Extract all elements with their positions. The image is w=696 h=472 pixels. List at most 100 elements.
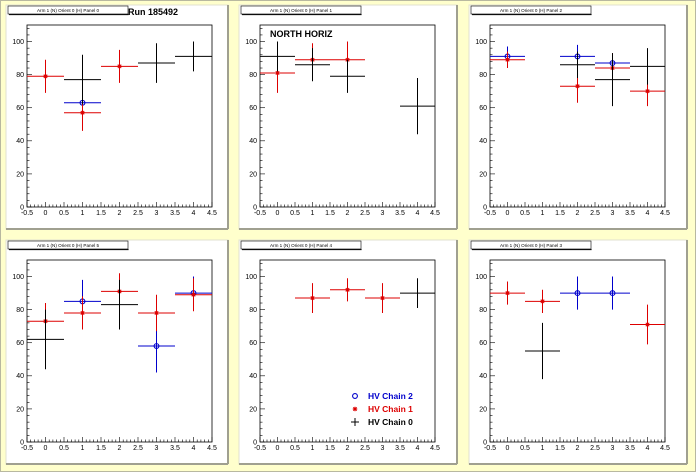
x-tick-label: 2: [576, 445, 580, 452]
title-box-frame: [240, 5, 362, 15]
title-box-frame: [470, 240, 592, 250]
title-box-frame: [470, 5, 592, 15]
y-tick-label: 20: [479, 171, 487, 178]
y-tick-label: 0: [20, 204, 24, 211]
y-tick-label: 60: [249, 340, 257, 347]
panel-title-box: Arm 1 (N) Orient 0 (H) Panel 3: [470, 240, 592, 251]
data-point: [560, 51, 595, 78]
series-hv-chain-1: [295, 278, 400, 313]
x-tick-label: 0: [276, 445, 280, 452]
title-box-frame: [7, 240, 129, 250]
y-tick-label: 60: [16, 105, 24, 112]
x-tick-label: 1: [311, 445, 315, 452]
x-tick-label: 0: [44, 445, 48, 452]
data-point: [630, 48, 665, 85]
x-tick-label: 1: [541, 210, 545, 217]
legend-label: HV Chain 1: [368, 404, 413, 414]
x-tick-label: 2.5: [360, 445, 370, 452]
panel-title: Arm 1 (N) Orient 0 (H) Panel 0: [37, 8, 99, 13]
y-tick-label: 40: [249, 138, 257, 145]
x-tick-label: -0.5: [254, 445, 266, 452]
panel-pad: [5, 239, 229, 465]
data-point: [260, 41, 295, 72]
x-tick-label: 1.5: [555, 210, 565, 217]
series-hv-chain-0: [64, 41, 212, 105]
x-tick-label: -0.5: [484, 445, 496, 452]
y-tick-label: 0: [253, 439, 257, 446]
series-hv-chain-1: [490, 281, 665, 345]
y-tick-label: 0: [483, 204, 487, 211]
data-point: [295, 283, 330, 313]
point-marker-star: [505, 57, 510, 63]
series-hv-chain-0: [27, 279, 138, 370]
panel-title-box: Arm 1 (N) Orient 0 (H) Panel 4: [240, 240, 362, 251]
x-axis: -0.5 0 0.5 1 1.5 2 2.5 3 3.5 4 4.5: [21, 437, 217, 452]
y-tick-label: 40: [479, 138, 487, 145]
x-tick-label: 0: [506, 210, 510, 217]
x-tick-label: 4: [646, 445, 650, 452]
y-axis: 0 20 40 60 80 100: [475, 28, 495, 211]
y-tick-label: 60: [16, 340, 24, 347]
panel-5: Arm 1 (N) Orient 0 (H) Panel 4-0.5 0 0.5 1 1…: [238, 239, 458, 465]
data-point: [525, 322, 560, 380]
data-point: [365, 283, 400, 313]
x-tick-label: 3.5: [395, 210, 405, 217]
y-tick-label: 60: [479, 105, 487, 112]
data-point: [630, 304, 665, 345]
panel-3: Arm 1 (N) Orient 0 (H) Panel 2-0.5 0 0.5 1 1…: [468, 4, 688, 230]
data-point: [400, 77, 435, 135]
y-tick-label: 100: [12, 274, 24, 281]
y-axis: 0 20 40 60 80 100: [245, 263, 265, 446]
y-tick-label: 80: [249, 72, 257, 79]
x-tick-label: 3.5: [170, 210, 180, 217]
data-point: [101, 279, 138, 330]
x-tick-label: 4: [192, 210, 196, 217]
series-hv-chain-0: [560, 48, 665, 107]
point-marker-star: [191, 292, 196, 298]
point-marker-star: [380, 295, 385, 301]
x-axis: -0.5 0 0.5 1 1.5 2 2.5 3 3.5 4 4.5: [254, 202, 440, 217]
point-marker-star: [117, 64, 122, 69]
x-tick-label: 1: [81, 445, 85, 452]
x-tick-label: 3.5: [625, 210, 635, 217]
x-tick-label: 4.5: [430, 445, 440, 452]
y-axis: 0 20 40 60 80 100: [245, 28, 265, 211]
series-hv-chain-0: [400, 278, 435, 308]
x-tick-label: 3: [611, 210, 615, 217]
y-tick-label: 20: [249, 171, 257, 178]
point-marker-star: [310, 295, 315, 301]
y-tick-label: 20: [16, 171, 24, 178]
region-label: NORTH HORIZ: [270, 29, 333, 39]
data-point: [490, 281, 525, 305]
x-tick-label: -0.5: [21, 445, 33, 452]
series-hv-chain-0: [260, 41, 435, 135]
x-axis: -0.5 0 0.5 1 1.5 2 2.5 3 3.5 4 4.5: [254, 437, 440, 452]
x-tick-label: 3: [381, 445, 385, 452]
x-tick-label: 2: [346, 445, 350, 452]
x-tick-label: -0.5: [484, 210, 496, 217]
y-axis: 0 20 40 60 80 100: [12, 28, 32, 211]
x-tick-label: 4: [416, 210, 420, 217]
x-tick-label: 1.5: [96, 210, 106, 217]
x-tick-label: -0.5: [254, 210, 266, 217]
x-tick-label: 0: [44, 210, 48, 217]
x-tick-label: 3: [155, 445, 159, 452]
panel-6: Arm 1 (N) Orient 0 (H) Panel 3-0.5 0 0.5 1 1…: [468, 239, 688, 465]
point-marker-circle: [153, 343, 160, 349]
x-tick-label: 4.5: [660, 445, 670, 452]
x-tick-label: 2.5: [133, 445, 143, 452]
x-tick-label: 2: [576, 210, 580, 217]
series-hv-chain-0: [525, 322, 560, 380]
point-marker-circle: [574, 290, 581, 297]
x-tick-label: 1.5: [555, 445, 565, 452]
x-tick-label: 2.5: [590, 210, 600, 217]
y-tick-label: 100: [475, 274, 487, 281]
x-tick-label: 3: [611, 445, 615, 452]
x-tick-label: 0: [506, 445, 510, 452]
x-tick-label: 3: [155, 210, 159, 217]
x-tick-label: 4.5: [660, 210, 670, 217]
x-tick-label: 3: [381, 210, 385, 217]
y-tick-label: 40: [479, 373, 487, 380]
run-label: Run 185492: [128, 7, 178, 17]
